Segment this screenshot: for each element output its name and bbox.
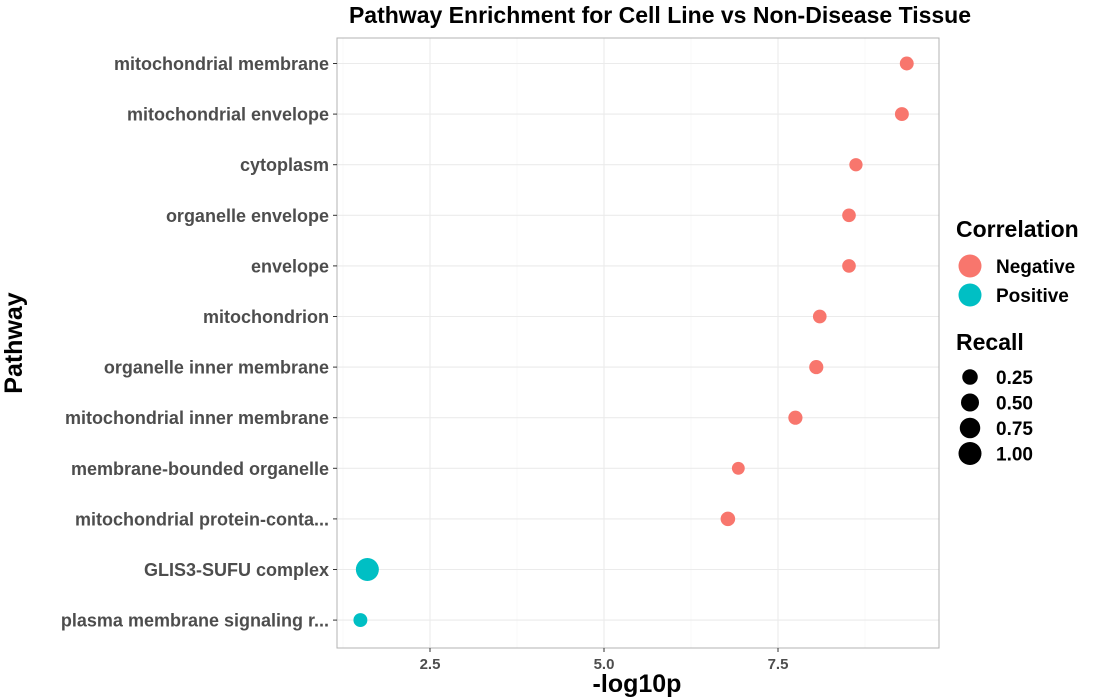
- x-axis-title: -log10p: [593, 670, 682, 698]
- data-point-1: [894, 107, 909, 122]
- legend-color-label-0: Negative: [996, 257, 1075, 278]
- y-tick-label-11: plasma membrane signaling r...: [61, 611, 329, 631]
- legend-color-key-0: [958, 254, 982, 278]
- grid: [337, 38, 939, 648]
- x-tick-label-2: 7.5: [768, 656, 789, 673]
- y-tick-label-6: organelle inner membrane: [104, 358, 329, 378]
- y-axis-ticks: mitochondrial membrane mitochondrial enve…: [61, 54, 337, 631]
- data-point-4: [842, 259, 856, 273]
- legend-size-key-2: [959, 417, 981, 439]
- y-axis-title: Pathway: [0, 292, 28, 394]
- legend-size-key-3: [958, 442, 982, 465]
- y-tick-label-1: mitochondrial envelope: [127, 105, 329, 125]
- legend-title-recall: Recall: [956, 329, 1024, 355]
- y-tick-label-8: membrane-bounded organelle: [71, 459, 329, 479]
- y-tick-label-2: cytoplasm: [240, 155, 329, 175]
- data-point-7: [788, 410, 803, 425]
- legend-color-label-1: Positive: [996, 286, 1069, 307]
- y-tick-label-0: mitochondrial membrane: [114, 54, 329, 74]
- data-point-6: [809, 360, 824, 375]
- legend-size-entries: 0.25 0.50 0.75 1.00: [958, 368, 1033, 466]
- x-tick-label-0: 2.5: [420, 656, 441, 673]
- data-point-9: [720, 511, 736, 527]
- data-point-11: [353, 613, 368, 628]
- data-point-0: [899, 56, 914, 71]
- legend-size-label-2: 0.75: [996, 419, 1033, 440]
- data-point-5: [812, 309, 827, 324]
- legend-size-label-1: 0.50: [996, 394, 1033, 415]
- y-tick-label-10: GLIS3-SUFU complex: [144, 560, 329, 580]
- data-point-2: [849, 158, 863, 172]
- data-point-3: [842, 208, 856, 223]
- x-axis-ticks: 2.5 5.0 7.5: [420, 648, 789, 673]
- data-point-10: [355, 558, 379, 581]
- y-tick-label-4: envelope: [251, 256, 329, 276]
- y-tick-label-9: mitochondrial protein-conta...: [75, 509, 329, 529]
- legend-color-key-1: [958, 283, 982, 307]
- plot-panel-border: [336, 37, 940, 649]
- y-tick-label-5: mitochondrion: [203, 307, 329, 327]
- legend-size-key-0: [962, 369, 978, 385]
- x-tick-label-1: 5.0: [594, 656, 615, 673]
- legend: Correlation Negative Positive Recall 0.25…: [956, 216, 1079, 466]
- legend-color-entries: Negative Positive: [958, 254, 1075, 307]
- data-points: [353, 56, 914, 628]
- legend-size-label-3: 1.00: [996, 445, 1033, 466]
- data-point-8: [731, 461, 745, 475]
- legend-size-label-0: 0.25: [996, 368, 1033, 389]
- chart-title: Pathway Enrichment for Cell Line vs Non-…: [349, 2, 971, 28]
- legend-size-key-1: [961, 393, 979, 412]
- y-tick-label-3: organelle envelope: [166, 206, 329, 226]
- y-tick-label-7: mitochondrial inner membrane: [65, 408, 329, 428]
- legend-title-correlation: Correlation: [956, 216, 1079, 242]
